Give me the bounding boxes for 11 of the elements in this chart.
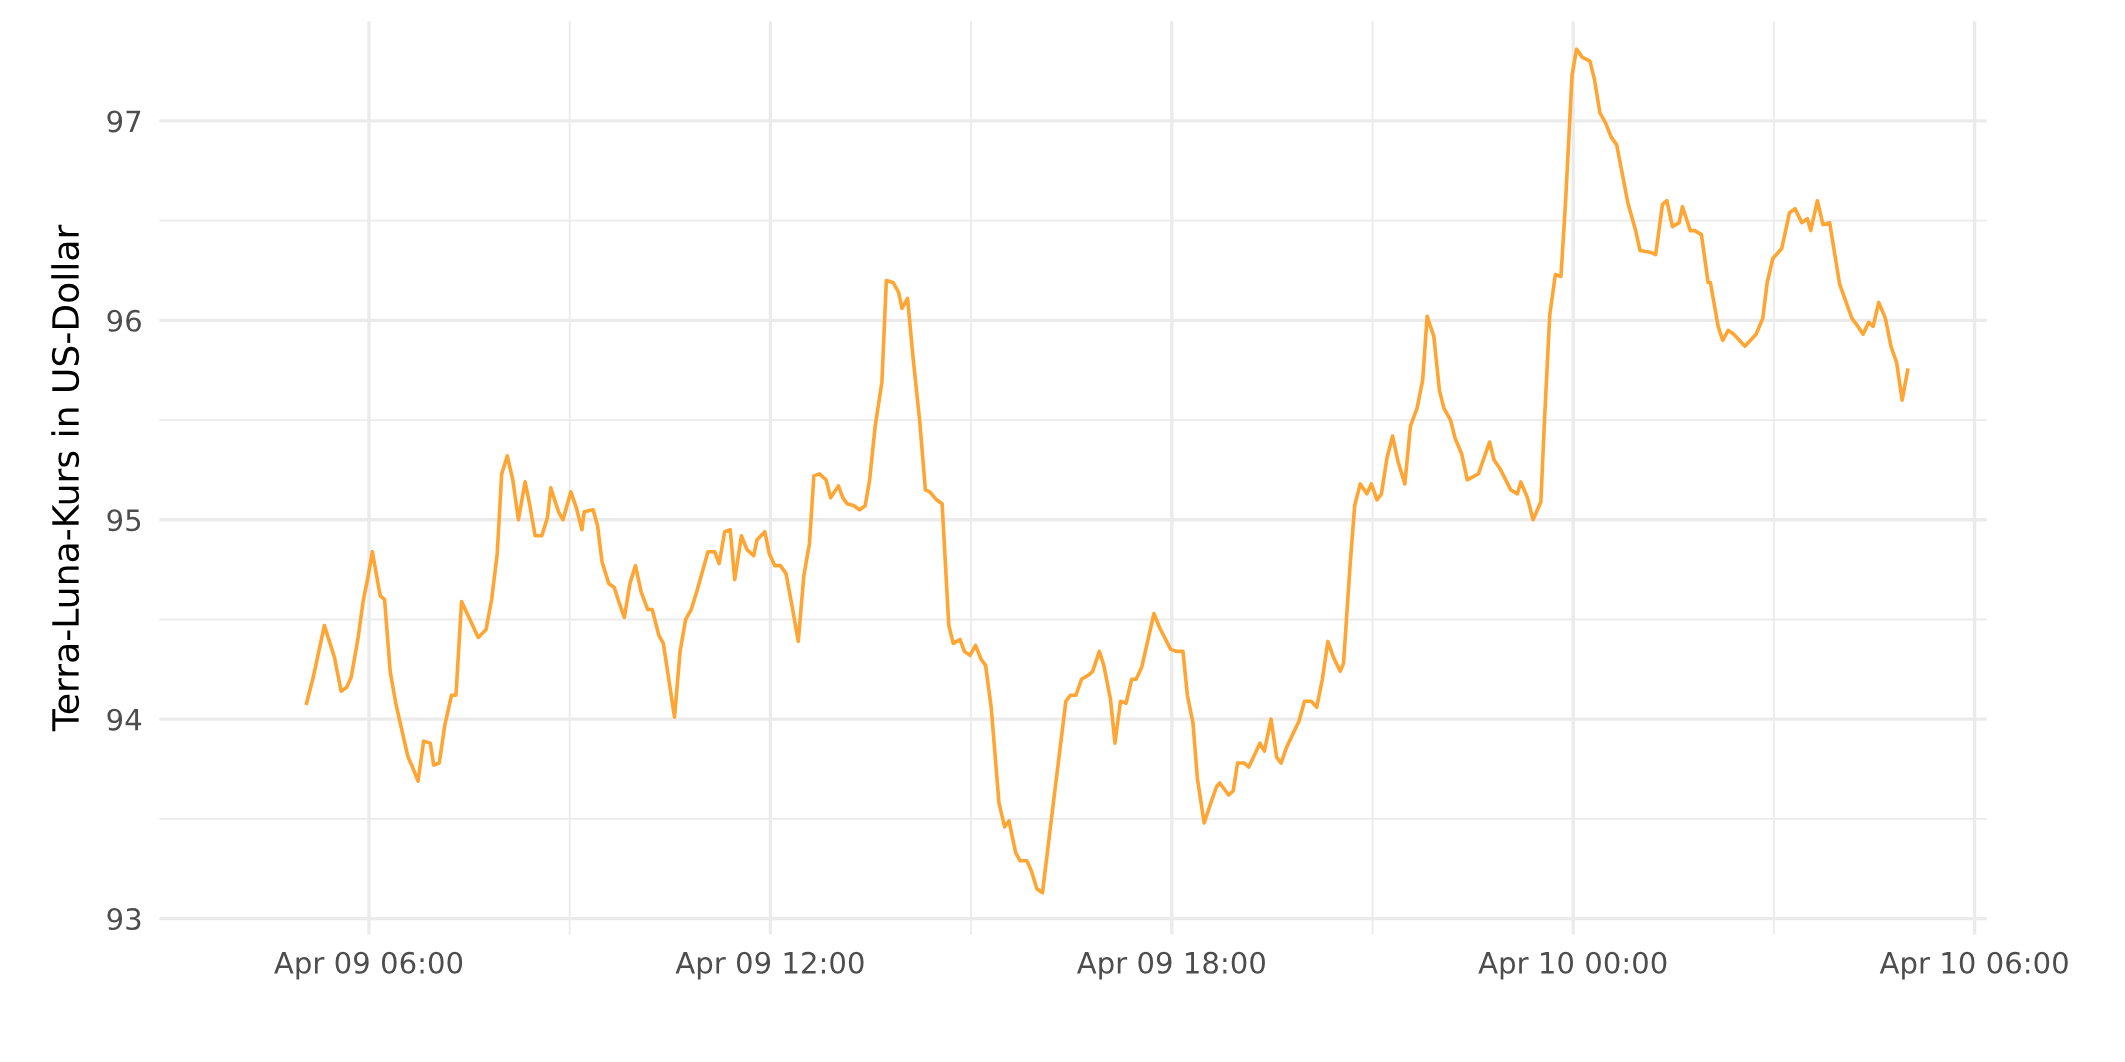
x-tick-label: Apr 09 12:00 <box>675 951 864 980</box>
y-tick-label: 93 <box>107 908 141 931</box>
y-tick-label: 96 <box>107 309 141 332</box>
y-tick-label: 97 <box>107 110 141 133</box>
x-tick-label: Apr 10 00:00 <box>1478 951 1667 980</box>
x-tick-label: Apr 10 06:00 <box>1879 951 2068 980</box>
x-tick-label: Apr 09 18:00 <box>1076 951 1265 980</box>
y-axis-title: Terra-Luna-Kurs in US-Dollar <box>51 224 80 732</box>
y-tick-label: 95 <box>107 509 141 532</box>
x-tick-label: Apr 09 06:00 <box>274 951 463 980</box>
y-tick-label: 94 <box>107 708 142 731</box>
